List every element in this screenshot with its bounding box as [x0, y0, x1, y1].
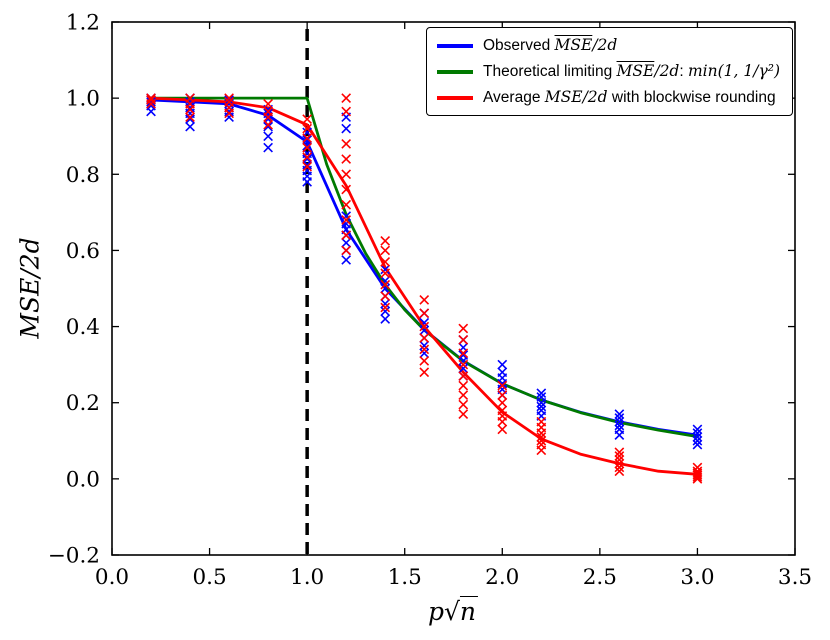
- y-axis-label: MSE/2d: [16, 237, 45, 338]
- scatter-blockwise-samples: [146, 93, 703, 484]
- legend-label: Observed MSE/2d: [483, 36, 618, 54]
- y-tick-label: −0.2: [48, 544, 100, 569]
- legend-swatch: [437, 69, 473, 74]
- x-tick-label: 0.5: [192, 565, 226, 590]
- radical-sign: √: [443, 597, 460, 626]
- y-tick-label: 0.6: [66, 239, 100, 264]
- y-tick-label: 0.4: [66, 315, 100, 340]
- legend-swatch: [437, 95, 473, 100]
- y-tick-label: 1.0: [66, 87, 100, 112]
- x-tick-label: 2.5: [583, 565, 617, 590]
- y-tick-label: 0.8: [66, 163, 100, 188]
- scatter-observed-samples: [146, 93, 703, 450]
- y-tick-label: 0.0: [66, 467, 100, 492]
- x-tick-label: 2.0: [485, 565, 519, 590]
- series-line-theoretical: [149, 96, 699, 439]
- axis-ticks: 0.0 0.5 1.0 1.5 2.0 2.5 3.0 3.5−0.20.00.20.40.6…: [48, 11, 812, 591]
- y-tick-label: 0.2: [66, 391, 100, 416]
- series-line-observed: [149, 98, 699, 437]
- x-tick-label: 1.5: [388, 565, 422, 590]
- y-tick-label: 1.2: [66, 11, 100, 36]
- legend-item: Theoretical limiting MSE/2d: min(1, 1/γ²…: [437, 62, 780, 81]
- x-tick-label: 3.0: [680, 565, 714, 590]
- x-tick-label: 1.0: [290, 565, 324, 590]
- x-tick-label: 0.0: [95, 565, 129, 590]
- axes-frame: [111, 21, 796, 556]
- y-axis-label-text: MSE/2d: [15, 237, 45, 339]
- legend-item: Observed MSE/2d: [437, 36, 780, 55]
- legend-label: Average MSE/2d with blockwise rounding: [483, 88, 776, 106]
- x-tick-label: 3.5: [778, 565, 812, 590]
- legend-label: Theoretical limiting MSE/2d: min(1, 1/γ²…: [483, 62, 780, 80]
- x-axis-variable: p: [427, 597, 444, 626]
- legend: Observed MSE/2d Theoretical limiting MSE/…: [426, 27, 793, 116]
- legend-swatch: [437, 43, 473, 48]
- radicand: n: [459, 596, 479, 626]
- x-axis-label: p√n: [427, 596, 479, 626]
- legend-item: Average MSE/2d with blockwise rounding: [437, 88, 780, 107]
